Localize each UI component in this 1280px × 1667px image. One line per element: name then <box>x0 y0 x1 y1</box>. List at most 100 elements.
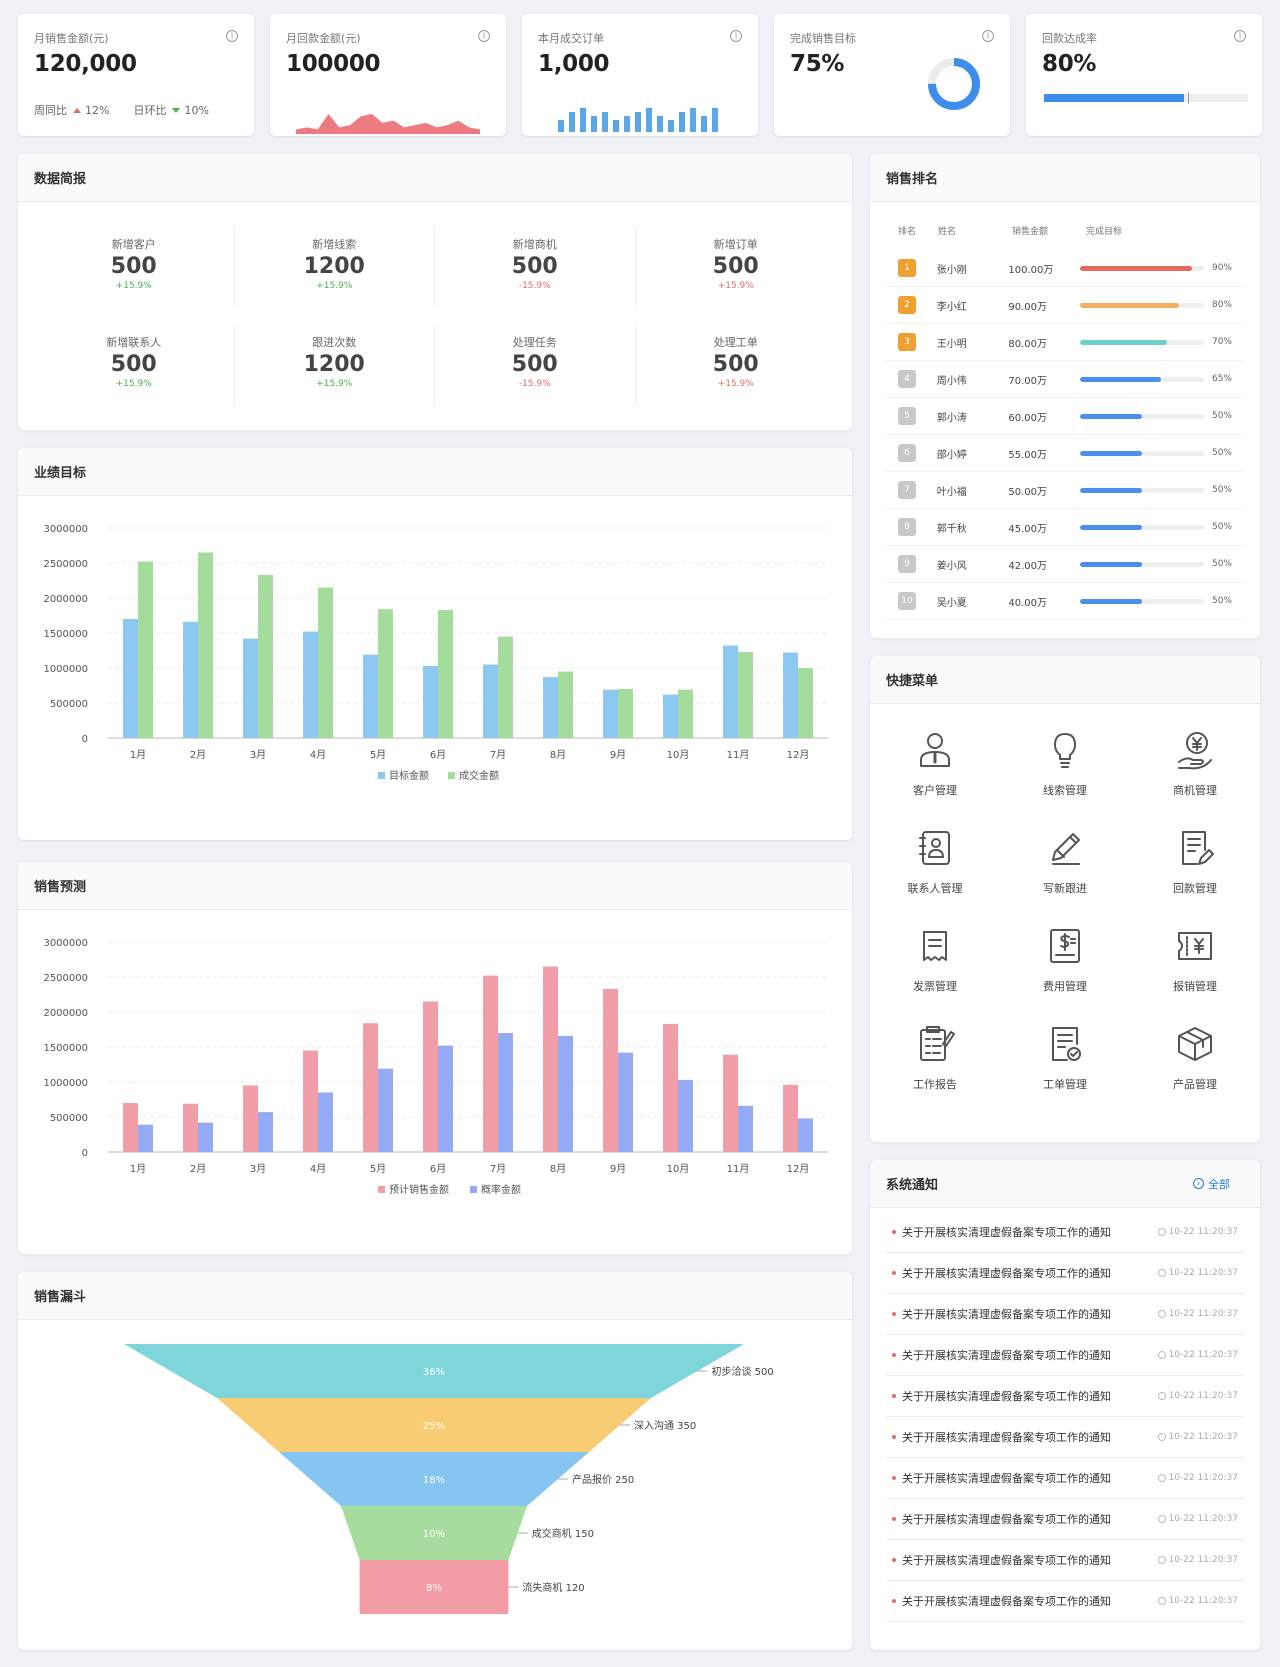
bar-a[interactable] <box>603 689 618 738</box>
bar-a[interactable] <box>243 638 258 738</box>
bar-a[interactable] <box>123 619 138 738</box>
bar-b[interactable] <box>438 609 453 738</box>
bar-a[interactable] <box>783 1084 798 1152</box>
y-tick-label: 500000 <box>50 699 88 710</box>
bar-b[interactable] <box>678 1079 693 1152</box>
bar-b[interactable] <box>798 668 813 738</box>
bar-a[interactable] <box>363 1023 378 1152</box>
bar-b[interactable] <box>618 1052 633 1152</box>
notice-item[interactable]: 关于开展核实清理虚假备案专项工作的通知 10-22 11:20:37 <box>886 1253 1244 1294</box>
x-tick-label: 10月 <box>667 749 690 761</box>
quick-menu-item[interactable]: 写新跟进 <box>1000 822 1130 920</box>
bar-b[interactable] <box>738 651 753 738</box>
bar-a[interactable] <box>123 1103 138 1152</box>
notice-item[interactable]: 关于开展核实清理虚假备案专项工作的通知 10-22 11:20:37 <box>886 1458 1244 1499</box>
bar-a[interactable] <box>243 1085 258 1153</box>
notice-item[interactable]: 关于开展核实清理虚假备案专项工作的通知 10-22 11:20:37 <box>886 1417 1244 1458</box>
bar-a[interactable] <box>363 654 378 738</box>
legend-swatch[interactable] <box>378 1186 385 1193</box>
notice-item[interactable]: 关于开展核实清理虚假备案专项工作的通知 10-22 11:20:37 <box>886 1540 1244 1581</box>
bar-b[interactable] <box>378 609 393 738</box>
quick-menu-item[interactable]: 线索管理 <box>1000 724 1130 822</box>
legend-label[interactable]: 预计销售金额 <box>389 1183 449 1196</box>
bar-b[interactable] <box>318 1092 333 1153</box>
bar-b[interactable] <box>198 552 213 739</box>
quick-menu-item[interactable]: 发票管理 <box>870 920 1000 1018</box>
quick-menu-item[interactable]: 工单管理 <box>1000 1018 1130 1116</box>
rank-name: 叶小福 <box>936 486 967 498</box>
legend-label[interactable]: 概率金额 <box>481 1183 521 1196</box>
bar-a[interactable] <box>543 677 558 738</box>
bar-b[interactable] <box>258 1112 273 1152</box>
info-icon[interactable]: i <box>1234 30 1246 42</box>
bar-b[interactable] <box>618 689 633 738</box>
bar-b[interactable] <box>318 587 333 739</box>
quick-menu-item[interactable]: 工作报告 <box>870 1018 1000 1116</box>
bar-b[interactable] <box>138 561 153 738</box>
receipt-edit-icon <box>1173 826 1217 870</box>
bar-a[interactable] <box>723 645 738 738</box>
bar-a[interactable] <box>663 1023 678 1152</box>
bar-a[interactable] <box>783 652 798 738</box>
bar-a[interactable] <box>483 975 498 1152</box>
bar-b[interactable] <box>198 1122 213 1152</box>
view-all-link[interactable]: › 全部 <box>1193 1176 1230 1192</box>
funnel-stage[interactable] <box>359 1560 509 1614</box>
bar-b[interactable] <box>258 574 273 738</box>
notice-item[interactable]: 关于开展核实清理虚假备案专项工作的通知 10-22 11:20:37 <box>886 1294 1244 1335</box>
bar-b[interactable] <box>438 1045 453 1152</box>
bar-a[interactable] <box>723 1054 738 1152</box>
bar-b[interactable] <box>498 636 513 739</box>
funnel-stage[interactable] <box>124 1344 744 1398</box>
info-icon[interactable]: i <box>478 30 490 42</box>
quick-menu-item[interactable]: 客户管理 <box>870 724 1000 822</box>
mini-bar <box>602 112 608 132</box>
bar-a[interactable] <box>183 621 198 738</box>
info-icon[interactable]: i <box>730 30 742 42</box>
bar-a[interactable] <box>423 665 438 738</box>
notice-time: 10-22 11:20:37 <box>1157 1227 1238 1237</box>
bar-b[interactable] <box>558 671 573 739</box>
legend-label[interactable]: 目标金额 <box>389 769 429 782</box>
notice-item[interactable]: 关于开展核实清理虚假备案专项工作的通知 10-22 11:20:37 <box>886 1376 1244 1417</box>
notice-item[interactable]: 关于开展核实清理虚假备案专项工作的通知 10-22 11:20:37 <box>886 1499 1244 1540</box>
legend-label[interactable]: 成交金额 <box>459 769 499 782</box>
quick-menu-item[interactable]: 回款管理 <box>1130 822 1260 920</box>
y-tick-label: 1000000 <box>43 664 88 675</box>
info-icon[interactable]: i <box>982 30 994 42</box>
quick-menu-label: 客户管理 <box>913 784 957 797</box>
notice-item[interactable]: 关于开展核实清理虚假备案专项工作的通知 10-22 11:20:37 <box>886 1581 1244 1622</box>
funnel-stage[interactable] <box>217 1398 651 1452</box>
stat-comparison: 周同比 12% 日环比 10% <box>34 102 209 118</box>
info-icon[interactable]: i <box>226 30 238 42</box>
legend-swatch[interactable] <box>378 772 385 779</box>
bar-b[interactable] <box>798 1118 813 1152</box>
quick-menu-item[interactable]: 联系人管理 <box>870 822 1000 920</box>
quick-menu-item[interactable]: 商机管理 <box>1130 724 1260 822</box>
quick-menu-item[interactable]: 产品管理 <box>1130 1018 1260 1116</box>
bar-b[interactable] <box>378 1068 393 1152</box>
bar-a[interactable] <box>483 664 498 739</box>
notice-item[interactable]: 关于开展核实清理虚假备案专项工作的通知 10-22 11:20:37 <box>886 1335 1244 1376</box>
quick-menu-item[interactable]: 报销管理 <box>1130 920 1260 1018</box>
bar-a[interactable] <box>543 966 558 1153</box>
bar-b[interactable] <box>138 1124 153 1152</box>
bar-b[interactable] <box>738 1105 753 1152</box>
quick-menu-item[interactable]: 费用管理 <box>1000 920 1130 1018</box>
bar-b[interactable] <box>558 1035 573 1152</box>
bar-b[interactable] <box>498 1033 513 1152</box>
bar-a[interactable] <box>183 1103 198 1152</box>
bar-a[interactable] <box>603 988 618 1152</box>
legend-swatch[interactable] <box>448 772 455 779</box>
notice-item[interactable]: 关于开展核实清理虚假备案专项工作的通知 10-22 11:20:37 <box>886 1212 1244 1253</box>
legend-swatch[interactable] <box>470 1186 477 1193</box>
funnel-stage[interactable] <box>279 1452 589 1506</box>
bar-a[interactable] <box>423 1001 438 1153</box>
customer-icon <box>913 728 957 772</box>
bar-a[interactable] <box>303 1050 318 1153</box>
bar-a[interactable] <box>303 631 318 738</box>
bar-a[interactable] <box>663 694 678 738</box>
bar-b[interactable] <box>678 689 693 738</box>
funnel-stage[interactable] <box>341 1506 527 1560</box>
yen-hand-icon <box>1173 728 1217 772</box>
